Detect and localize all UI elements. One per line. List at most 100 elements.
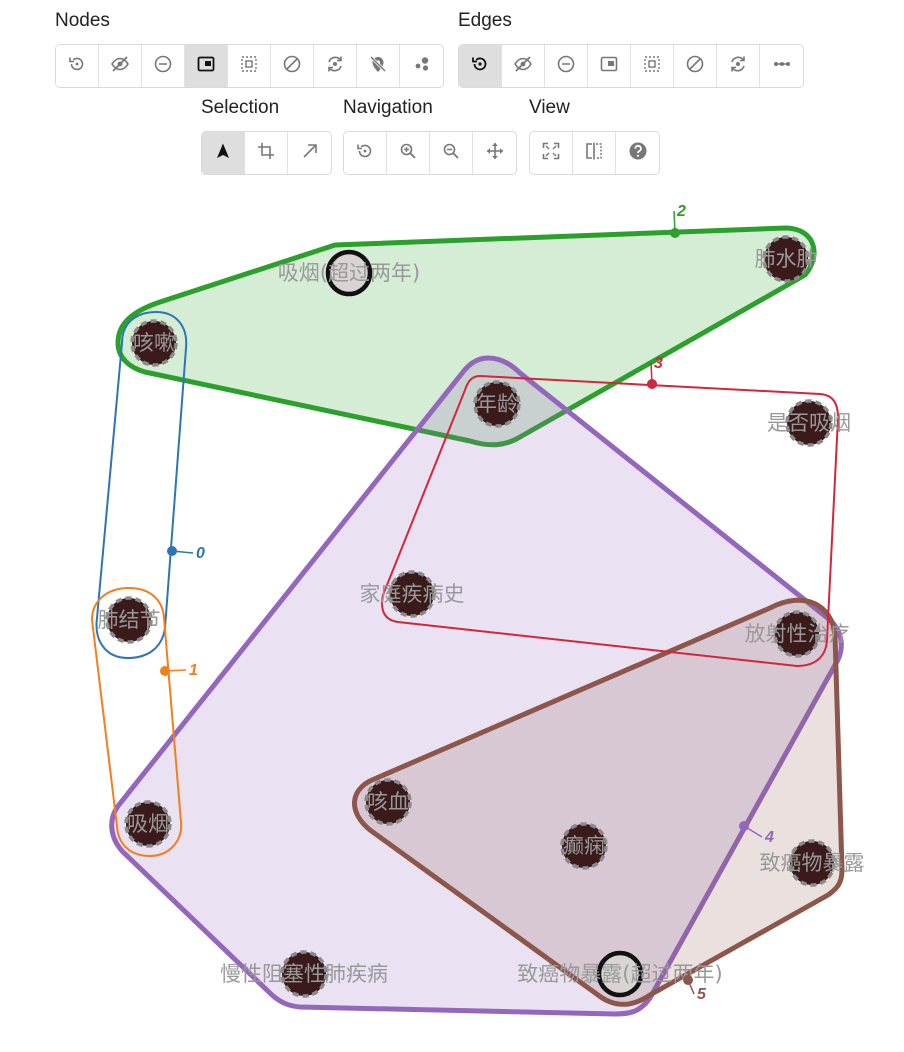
nodes-toolbar	[55, 44, 444, 88]
collapse-icon	[599, 54, 619, 79]
zoom-out-button[interactable]	[430, 132, 473, 174]
ban-icon	[685, 54, 705, 79]
navigation-group-label: Navigation	[343, 97, 433, 118]
view-toolbar	[529, 131, 660, 175]
arrow-icon	[300, 141, 320, 166]
hyperedge-4[interactable]	[109, 355, 844, 1017]
edges-connect-button[interactable]	[760, 45, 803, 87]
pan-icon	[485, 141, 505, 166]
node-n6[interactable]: 家庭疾病史	[360, 570, 465, 618]
selection-crop-button[interactable]	[245, 132, 288, 174]
edges-remove-button[interactable]	[545, 45, 588, 87]
node-n10[interactable]: 吸烟	[124, 800, 172, 848]
node-n9[interactable]: 咳血	[364, 778, 412, 826]
edge-label-3[interactable]: 3	[647, 355, 663, 389]
view-group-label: View	[529, 97, 570, 118]
fit-icon	[541, 141, 561, 166]
node-n13[interactable]: 慢性阻塞性肺疾病	[220, 950, 388, 998]
node-label: 癫痫	[563, 834, 605, 858]
node-label: 咳血	[367, 790, 409, 814]
hide-icon	[110, 54, 130, 79]
edge-label-0[interactable]: 0	[167, 545, 205, 562]
navigation-toolbar	[343, 131, 517, 175]
svg-text:5: 5	[697, 986, 707, 1003]
nodes-ban-button[interactable]	[271, 45, 314, 87]
node-n8[interactable]: 放射性治疗	[745, 610, 850, 658]
svg-text:3: 3	[654, 355, 663, 372]
edge-label-1[interactable]: 1	[160, 662, 198, 679]
node-n2[interactable]: 肺水肿	[755, 235, 818, 283]
node-label: 慢性阻塞性肺疾病	[220, 962, 388, 986]
svg-text:1: 1	[189, 662, 198, 679]
selection-toolbar	[201, 131, 332, 175]
hyperedge-5[interactable]	[352, 597, 845, 1007]
pointer-icon	[213, 141, 233, 166]
nodes-select-all-button[interactable]	[228, 45, 271, 87]
ban-icon	[282, 54, 302, 79]
fit-view-button[interactable]	[530, 132, 573, 174]
navigation-reset-button[interactable]	[344, 132, 387, 174]
node-label: 放射性治疗	[745, 622, 850, 646]
selection-arrow-button[interactable]	[288, 132, 331, 174]
svg-text:0: 0	[196, 545, 205, 562]
edge-label-2[interactable]: 2	[670, 203, 686, 238]
unpin-icon	[368, 54, 388, 79]
edges-toolbar	[458, 44, 804, 88]
refresh-icon	[325, 54, 345, 79]
collapse-icon	[196, 54, 216, 79]
crop-icon	[256, 141, 276, 166]
node-label: 家庭疾病史	[360, 582, 465, 606]
refresh-icon	[728, 54, 748, 79]
nodes-hide-button[interactable]	[99, 45, 142, 87]
edge-label-5[interactable]: 5	[683, 975, 707, 1003]
node-label: 年龄	[476, 392, 518, 416]
nodes-refresh-button[interactable]	[314, 45, 357, 87]
zoom-in-icon	[398, 141, 418, 166]
hyperedge-2[interactable]	[115, 225, 817, 448]
node-n7[interactable]: 肺结节	[98, 596, 161, 644]
help-button[interactable]	[616, 132, 659, 174]
svg-text:4: 4	[764, 829, 774, 846]
edges-ban-button[interactable]	[674, 45, 717, 87]
edges-reset-button[interactable]	[459, 45, 502, 87]
node-n4[interactable]: 年龄	[473, 380, 521, 428]
split-view-button[interactable]	[573, 132, 616, 174]
nodes-unpin-button[interactable]	[357, 45, 400, 87]
edges-hide-button[interactable]	[502, 45, 545, 87]
node-label: 是否吸烟	[767, 411, 851, 435]
node-label: 肺结节	[98, 608, 161, 632]
node-n12[interactable]: 致癌物暴露	[760, 839, 865, 887]
reset-icon	[67, 54, 87, 79]
hide-icon	[513, 54, 533, 79]
node-n11[interactable]: 癫痫	[560, 822, 608, 870]
node-label: 吸烟(超过两年)	[278, 261, 420, 285]
node-n5[interactable]: 是否吸烟	[767, 399, 851, 447]
edges-group-label: Edges	[458, 10, 512, 31]
edge-label-4[interactable]: 4	[739, 821, 774, 846]
reset-icon	[355, 141, 375, 166]
svg-text:2: 2	[676, 203, 686, 220]
nodes-remove-button[interactable]	[142, 45, 185, 87]
edges-select-all-button[interactable]	[631, 45, 674, 87]
help-icon	[628, 141, 648, 166]
node-n1[interactable]: 吸烟(超过两年)	[278, 249, 420, 297]
remove-icon	[153, 54, 173, 79]
selection-pointer-button[interactable]	[202, 132, 245, 174]
nodes-collapse-button[interactable]	[185, 45, 228, 87]
zoom-in-button[interactable]	[387, 132, 430, 174]
pan-button[interactable]	[473, 132, 516, 174]
node-label: 咳嗽	[133, 331, 175, 355]
node-n3[interactable]: 咳嗽	[130, 319, 178, 367]
selection-group-label: Selection	[201, 97, 280, 118]
hyperedge-3[interactable]	[381, 375, 839, 667]
reset-icon	[470, 54, 490, 79]
cluster-icon	[412, 54, 432, 79]
split-icon	[584, 141, 604, 166]
edges-collapse-button[interactable]	[588, 45, 631, 87]
nodes-cluster-button[interactable]	[400, 45, 443, 87]
edges-refresh-button[interactable]	[717, 45, 760, 87]
hyperedge-1[interactable]	[91, 587, 183, 857]
node-label: 吸烟	[127, 812, 169, 836]
nodes-reset-button[interactable]	[56, 45, 99, 87]
